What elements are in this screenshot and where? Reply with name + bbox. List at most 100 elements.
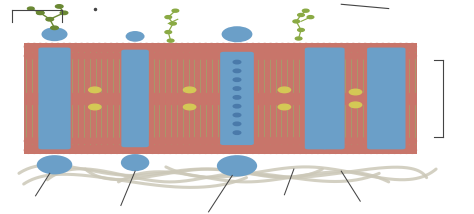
Ellipse shape xyxy=(53,137,63,145)
Ellipse shape xyxy=(41,137,51,145)
Ellipse shape xyxy=(313,52,323,60)
Ellipse shape xyxy=(148,137,157,145)
Ellipse shape xyxy=(408,146,417,154)
Ellipse shape xyxy=(130,137,139,145)
Circle shape xyxy=(46,18,54,21)
Ellipse shape xyxy=(124,146,134,154)
Ellipse shape xyxy=(242,52,252,60)
Ellipse shape xyxy=(172,52,181,60)
Ellipse shape xyxy=(283,137,293,145)
Ellipse shape xyxy=(290,52,299,60)
Ellipse shape xyxy=(165,52,175,60)
Ellipse shape xyxy=(254,52,264,60)
Ellipse shape xyxy=(254,146,264,154)
Ellipse shape xyxy=(77,52,86,60)
Ellipse shape xyxy=(343,137,352,145)
Circle shape xyxy=(233,78,241,81)
Ellipse shape xyxy=(307,146,317,154)
Circle shape xyxy=(233,104,241,108)
Ellipse shape xyxy=(165,137,175,145)
Ellipse shape xyxy=(95,43,104,51)
Ellipse shape xyxy=(378,146,388,154)
FancyBboxPatch shape xyxy=(367,48,405,149)
Ellipse shape xyxy=(248,52,258,60)
Ellipse shape xyxy=(24,146,33,154)
Ellipse shape xyxy=(295,43,305,51)
Ellipse shape xyxy=(195,146,204,154)
Circle shape xyxy=(278,104,291,110)
Ellipse shape xyxy=(384,43,393,51)
Ellipse shape xyxy=(355,52,364,60)
Ellipse shape xyxy=(207,52,216,60)
Ellipse shape xyxy=(378,43,388,51)
Ellipse shape xyxy=(112,43,122,51)
Ellipse shape xyxy=(41,52,51,60)
Ellipse shape xyxy=(77,137,86,145)
Ellipse shape xyxy=(29,146,39,154)
Ellipse shape xyxy=(325,137,335,145)
Ellipse shape xyxy=(213,146,222,154)
Circle shape xyxy=(302,9,309,12)
Ellipse shape xyxy=(201,43,210,51)
Ellipse shape xyxy=(260,137,269,145)
Ellipse shape xyxy=(225,146,234,154)
Ellipse shape xyxy=(402,137,411,145)
Ellipse shape xyxy=(348,52,358,60)
Ellipse shape xyxy=(183,52,192,60)
Ellipse shape xyxy=(402,146,411,154)
Ellipse shape xyxy=(390,52,400,60)
Ellipse shape xyxy=(160,146,169,154)
Ellipse shape xyxy=(177,137,187,145)
Ellipse shape xyxy=(225,43,234,51)
Ellipse shape xyxy=(24,52,33,60)
Ellipse shape xyxy=(41,146,51,154)
Ellipse shape xyxy=(213,43,222,51)
Ellipse shape xyxy=(219,43,228,51)
Ellipse shape xyxy=(37,155,72,174)
Ellipse shape xyxy=(348,137,358,145)
Ellipse shape xyxy=(307,137,317,145)
Ellipse shape xyxy=(378,52,388,60)
Circle shape xyxy=(233,69,241,73)
Ellipse shape xyxy=(337,43,346,51)
Ellipse shape xyxy=(331,137,340,145)
Ellipse shape xyxy=(83,52,92,60)
Ellipse shape xyxy=(237,43,246,51)
Ellipse shape xyxy=(225,137,234,145)
Ellipse shape xyxy=(154,43,163,51)
Circle shape xyxy=(55,5,63,8)
Ellipse shape xyxy=(165,146,175,154)
Ellipse shape xyxy=(266,52,275,60)
Ellipse shape xyxy=(172,43,181,51)
Ellipse shape xyxy=(189,43,199,51)
Ellipse shape xyxy=(390,146,400,154)
Ellipse shape xyxy=(219,52,228,60)
Ellipse shape xyxy=(154,52,163,60)
Ellipse shape xyxy=(53,52,63,60)
Ellipse shape xyxy=(65,137,74,145)
Ellipse shape xyxy=(402,43,411,51)
Ellipse shape xyxy=(325,52,335,60)
Ellipse shape xyxy=(337,146,346,154)
Ellipse shape xyxy=(36,52,45,60)
Circle shape xyxy=(349,89,362,95)
Ellipse shape xyxy=(189,146,199,154)
Ellipse shape xyxy=(183,146,192,154)
Ellipse shape xyxy=(112,137,122,145)
Ellipse shape xyxy=(237,52,246,60)
Ellipse shape xyxy=(136,146,146,154)
Ellipse shape xyxy=(71,43,81,51)
Ellipse shape xyxy=(59,52,69,60)
Ellipse shape xyxy=(24,137,33,145)
Ellipse shape xyxy=(142,43,151,51)
Ellipse shape xyxy=(47,43,57,51)
FancyBboxPatch shape xyxy=(305,48,328,149)
Ellipse shape xyxy=(301,137,311,145)
Ellipse shape xyxy=(83,146,92,154)
Circle shape xyxy=(298,28,304,31)
Ellipse shape xyxy=(343,43,352,51)
Ellipse shape xyxy=(195,43,204,51)
Ellipse shape xyxy=(242,146,252,154)
Ellipse shape xyxy=(337,137,346,145)
Ellipse shape xyxy=(230,137,240,145)
